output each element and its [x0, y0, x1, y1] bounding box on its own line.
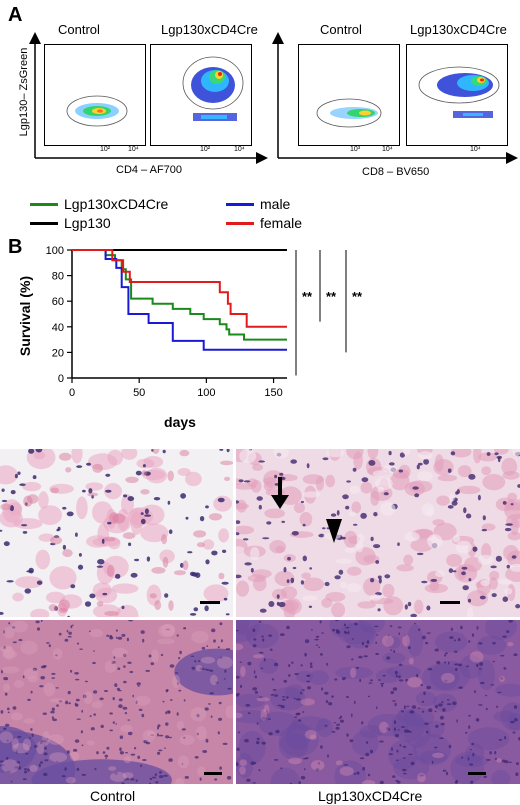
- histology-spleen-control: [0, 620, 233, 784]
- histology-arrowhead-marker: [326, 519, 342, 543]
- x-tick-label: 50: [133, 387, 145, 399]
- facs-tick-2: 10⁴: [128, 146, 139, 153]
- scale-bar-lung-control: [200, 601, 220, 604]
- histology-label-mutant: Lgp130xCD4Cre: [318, 788, 423, 804]
- facs-tick-1: 10²: [100, 146, 111, 153]
- scale-bar-lung-mutant: [440, 601, 460, 604]
- y-tick-label: 60: [52, 296, 64, 308]
- facs-title-1: Control: [58, 22, 100, 37]
- facs-tick-5: 10³: [350, 146, 361, 153]
- facs-plot-mutant-cd8: [406, 44, 508, 146]
- facs-tick-7: 10⁴: [470, 146, 481, 153]
- survival-line-male: [72, 249, 287, 351]
- survival-line-female: [72, 249, 287, 328]
- facs-tick-3: 10²: [200, 146, 211, 153]
- facs-axes: [29, 32, 518, 164]
- histology-lung-control: [0, 449, 233, 617]
- legend-label-lgp130xcd4cre: Lgp130xCD4Cre: [64, 196, 169, 212]
- legend-swatch-female: [226, 221, 254, 225]
- panel-letter-b: B: [8, 236, 23, 258]
- survival-y-label: Survival (%): [17, 276, 33, 356]
- legend-item-lgp130xcd4cre: Lgp130xCD4Cre: [30, 196, 168, 212]
- legend-swatch-male: [226, 202, 254, 206]
- histology-arrow-marker: [271, 477, 289, 509]
- legend-label-male: male: [260, 196, 291, 212]
- facs-plot-control-cd8: [298, 44, 400, 146]
- y-tick-label: 80: [52, 271, 64, 283]
- legend-swatch-lgp130: [30, 221, 58, 225]
- scale-bar-spleen-control: [204, 772, 222, 775]
- legend-swatch-lgp130xcd4cre: [30, 202, 58, 206]
- facs-plot-mutant-cd4: [150, 44, 252, 146]
- facs-title-2: Lgp130xCD4Cre: [161, 22, 258, 37]
- x-tick-label: 0: [69, 387, 75, 399]
- legend-item-lgp130: Lgp130: [30, 215, 111, 231]
- panel-letter-a: A: [8, 4, 23, 26]
- x-tick-label: 150: [264, 387, 282, 399]
- legend-item-female: female: [226, 215, 302, 231]
- significance-label: **: [302, 289, 313, 304]
- significance-label: **: [352, 289, 363, 304]
- survival-x-label: days: [164, 414, 196, 430]
- facs-tick-6: 10⁴: [382, 146, 393, 153]
- legend-label-female: female: [260, 215, 303, 231]
- survival-chart: 0 20 40 60 80 100 0 50 100 150 ** ** ** Survival (%…: [17, 245, 363, 430]
- scale-bar-spleen-mutant: [468, 772, 486, 775]
- histology-spleen-mutant: [236, 620, 520, 784]
- facs-x-label-cd4: CD4 – AF700: [116, 164, 183, 176]
- y-tick-label: 20: [52, 347, 64, 359]
- y-tick-label: 100: [46, 245, 64, 257]
- y-tick-label: 0: [58, 373, 64, 385]
- legend-item-male: male: [226, 196, 290, 212]
- legend-label-lgp130: Lgp130: [64, 215, 111, 231]
- facs-title-3: Control: [320, 22, 362, 37]
- facs-x-label-cd8: CD8 – BV650: [362, 166, 430, 178]
- facs-title-4: Lgp130xCD4Cre: [410, 22, 507, 37]
- facs-plot-control-cd4: [44, 44, 146, 146]
- x-tick-label: 100: [197, 387, 215, 399]
- significance-label: **: [326, 289, 337, 304]
- histology-lung-mutant: [236, 449, 520, 617]
- histology-label-control: Control: [90, 788, 136, 804]
- facs-tick-4: 10⁴: [234, 146, 245, 153]
- y-tick-label: 40: [52, 322, 64, 334]
